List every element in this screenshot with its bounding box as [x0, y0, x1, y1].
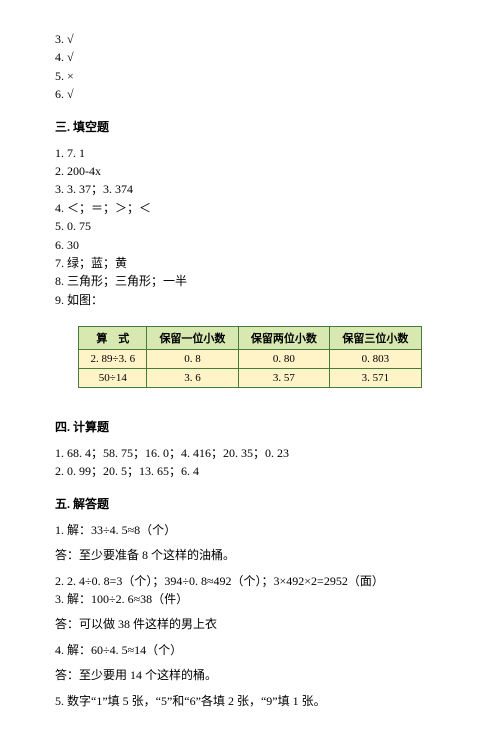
- calc-item: 1. 68. 4；58. 75；16. 0；4. 416；20. 35；0. 2…: [55, 445, 445, 462]
- item-mark: √: [67, 32, 74, 46]
- solve-answer: 答：可以做 38 件这样的男上衣: [55, 616, 445, 633]
- solve-answer: 答：至少要准备 8 个这样的油桶。: [55, 547, 445, 564]
- fill-item: 8. 三角形；三角形；一半: [55, 273, 445, 290]
- section3-heading: 三. 填空题: [55, 118, 445, 135]
- item-mark: √: [67, 50, 74, 64]
- fill-item: 2. 200-4x: [55, 163, 445, 180]
- solve-block: 5. 数字“1”填 5 张，“5”和“6”各填 2 张，“9”填 1 张。: [55, 693, 445, 710]
- table-cell: 0. 80: [238, 350, 329, 369]
- solve-block: 1. 解：33÷4. 5≈8（个） 答：至少要准备 8 个这样的油桶。: [55, 522, 445, 565]
- fill-item: 6. 30: [55, 237, 445, 254]
- section3-list: 1. 7. 1 2. 200-4x 3. 3. 37；3. 374 4. ＜；＝…: [55, 145, 445, 310]
- table-cell: 0. 803: [330, 350, 421, 369]
- fill-item: 3. 3. 37；3. 374: [55, 181, 445, 198]
- solve-line: 5. 数字“1”填 5 张，“5”和“6”各填 2 张，“9”填 1 张。: [55, 693, 445, 710]
- calc-item: 2. 0. 99；20. 5；13. 65；6. 4: [55, 463, 445, 480]
- item-number: 6.: [55, 87, 64, 101]
- solve-line: 1. 解：33÷4. 5≈8（个）: [55, 522, 445, 539]
- fill-item: 5. 0. 75: [55, 218, 445, 235]
- solve-line: 2. 2. 4÷0. 8=3（个）；394÷0. 8≈492（个）；3×492×…: [55, 573, 445, 590]
- col-header: 算 式: [79, 327, 147, 350]
- col-header: 保留三位小数: [330, 327, 421, 350]
- solve-block: 4. 解：60÷4. 5≈14（个） 答：至少要用 14 个这样的桶。: [55, 642, 445, 685]
- table-cell: 50÷14: [79, 369, 147, 388]
- table-cell: 2. 89÷3. 6: [79, 350, 147, 369]
- fill-item: 9. 如图：: [55, 292, 445, 309]
- judgement-item: 5. ×: [55, 68, 445, 85]
- table-cell: 3. 571: [330, 369, 421, 388]
- solve-line: 4. 解：60÷4. 5≈14（个）: [55, 642, 445, 659]
- table-row: 2. 89÷3. 6 0. 8 0. 80 0. 803: [79, 350, 421, 369]
- item-number: 4.: [55, 50, 64, 64]
- judgement-item: 3. √: [55, 31, 445, 48]
- judgement-list: 3. √ 4. √ 5. × 6. √: [55, 31, 445, 104]
- fill-item: 4. ＜；＝；＞；＜: [55, 200, 445, 217]
- item-mark: ×: [67, 69, 74, 83]
- section4-heading: 四. 计算题: [55, 418, 445, 435]
- table-cell: 0. 8: [147, 350, 238, 369]
- table-cell: 3. 6: [147, 369, 238, 388]
- rounding-table: 算 式 保留一位小数 保留两位小数 保留三位小数 2. 89÷3. 6 0. 8…: [78, 326, 421, 388]
- table-row: 50÷14 3. 6 3. 57 3. 571: [79, 369, 421, 388]
- item-number: 3.: [55, 32, 64, 46]
- solve-line: 3. 解：100÷2. 6≈38（件）: [55, 591, 445, 608]
- judgement-item: 6. √: [55, 86, 445, 103]
- section4-list: 1. 68. 4；58. 75；16. 0；4. 416；20. 35；0. 2…: [55, 445, 445, 481]
- solve-block: 2. 2. 4÷0. 8=3（个）；394÷0. 8≈492（个）；3×492×…: [55, 573, 445, 634]
- col-header: 保留一位小数: [147, 327, 238, 350]
- table-cell: 3. 57: [238, 369, 329, 388]
- judgement-item: 4. √: [55, 49, 445, 66]
- fill-item: 7. 绿；蓝；黄: [55, 255, 445, 272]
- table-header-row: 算 式 保留一位小数 保留两位小数 保留三位小数: [79, 327, 421, 350]
- fill-item: 1. 7. 1: [55, 145, 445, 162]
- section5-heading: 五. 解答题: [55, 495, 445, 512]
- item-number: 5.: [55, 69, 64, 83]
- item-mark: √: [67, 87, 74, 101]
- solve-answer: 答：至少要用 14 个这样的桶。: [55, 667, 445, 684]
- col-header: 保留两位小数: [238, 327, 329, 350]
